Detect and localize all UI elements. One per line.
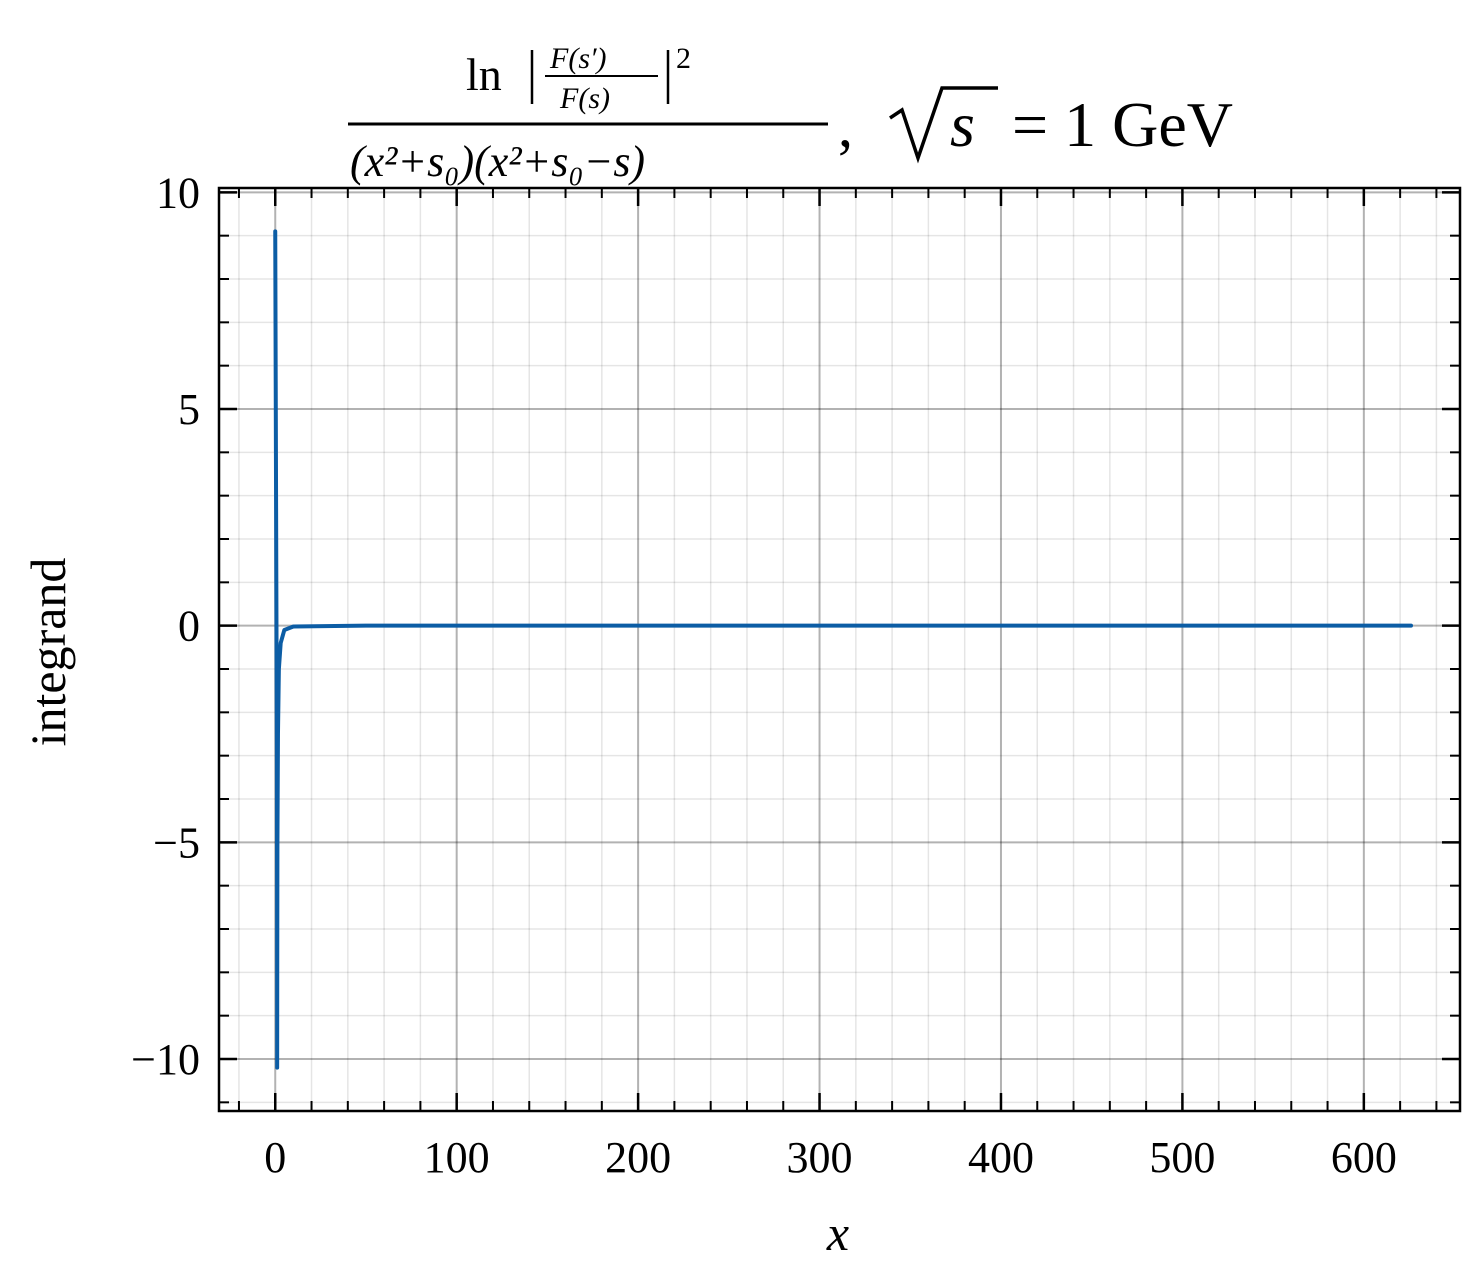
- title-rest: = 1 GeV: [1012, 89, 1233, 160]
- y-tick-label: −10: [131, 1035, 200, 1084]
- axis-ticks: [219, 188, 1460, 1111]
- series-layer: [273, 229, 1414, 1070]
- y-tick-label: 0: [178, 602, 200, 651]
- title-denominator: (x²+s₀)(x²+s₀−s): [350, 137, 645, 186]
- x-axis-label: x: [826, 1205, 849, 1261]
- y-tick-label: 5: [178, 385, 200, 434]
- title-comma: ,: [838, 93, 853, 159]
- grid-minor: [219, 188, 1460, 1111]
- tick-labels: 0 100 200 300 400 500 600 10 5 0 −5 −10: [131, 168, 1397, 1182]
- x-tick-label: 200: [605, 1133, 671, 1182]
- x-tick-label: 500: [1149, 1133, 1215, 1182]
- title-frac-bottom: F(s): [559, 82, 610, 115]
- y-tick-label: −5: [153, 818, 200, 867]
- chart-title: ln F(s′) F(s) 2 (x²+s₀)(x²+s₀−s) , s = 1…: [348, 42, 1233, 186]
- title-sqrt-arg: s: [950, 89, 975, 160]
- title-ln: ln: [466, 49, 502, 100]
- plot-frame: [217, 186, 1462, 1113]
- x-tick-label: 0: [264, 1133, 286, 1182]
- title-frac-top: F(s′): [549, 42, 607, 75]
- series-line-0: [273, 229, 1414, 1070]
- y-tick-label: 10: [156, 168, 200, 217]
- title-power: 2: [676, 42, 691, 75]
- y-axis-label: integrand: [20, 558, 76, 747]
- title-sqrt-sign: [889, 86, 998, 164]
- x-tick-label: 300: [787, 1133, 853, 1182]
- x-tick-label: 400: [968, 1133, 1034, 1182]
- x-tick-label: 100: [424, 1133, 490, 1182]
- x-tick-label: 600: [1331, 1133, 1397, 1182]
